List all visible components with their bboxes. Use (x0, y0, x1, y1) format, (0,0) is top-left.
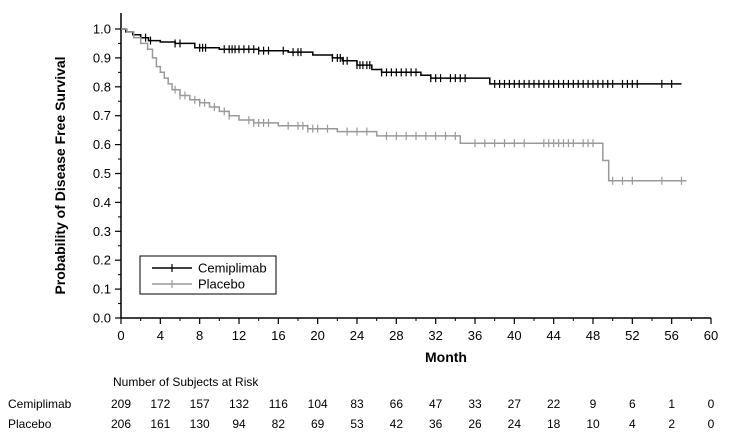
x-tick-label: 4 (157, 328, 164, 343)
y-tick-label: 0.2 (93, 253, 111, 268)
legend-box (139, 255, 277, 295)
y-tick-label: 0.9 (93, 50, 111, 65)
x-tick-label: 16 (271, 328, 285, 343)
x-tick-label: 12 (232, 328, 246, 343)
y-tick-label: 0.4 (93, 195, 111, 210)
risk-value: 69 (311, 417, 325, 431)
survival-curves (121, 28, 687, 185)
risk-value: 94 (232, 417, 246, 431)
y-tick-label: 0.0 (93, 311, 111, 326)
risk-value: 116 (269, 397, 288, 411)
x-tick-label: 36 (468, 328, 482, 343)
x-tick-label: 60 (704, 328, 718, 343)
legend-label-cemiplimab: Cemiplimab (198, 261, 267, 276)
risk-value: 206 (111, 417, 131, 431)
risk-value: 42 (390, 417, 404, 431)
x-tick-label: 44 (546, 328, 560, 343)
x-tick-label: 32 (428, 328, 442, 343)
risk-value: 27 (508, 397, 522, 411)
risk-value: 157 (190, 397, 210, 411)
risk-row-label-placebo: Placebo (8, 417, 52, 431)
risk-value: 9 (590, 397, 597, 411)
risk-row-label-cemiplimab: Cemiplimab (8, 397, 72, 411)
risk-value: 82 (272, 417, 286, 431)
y-tick-label: 0.1 (93, 282, 111, 297)
risk-value: 2 (668, 417, 675, 431)
risk-value: 172 (150, 397, 170, 411)
x-tick-label: 20 (310, 328, 324, 343)
risk-value: 104 (308, 397, 328, 411)
legend-label-placebo: Placebo (198, 277, 245, 292)
risk-value: 47 (429, 397, 443, 411)
x-tick-label: 48 (586, 328, 600, 343)
risk-value: 83 (350, 397, 364, 411)
risk-value: 22 (547, 397, 561, 411)
risk-value: 4 (629, 417, 636, 431)
axes: 0.00.10.20.30.40.50.60.70.80.91.00 4 8 12 16… (52, 13, 718, 365)
y-tick-label: 0.7 (93, 108, 111, 123)
y-axis-title: Probability of Disease Free Survival (52, 56, 68, 294)
risk-value: 53 (350, 417, 364, 431)
risk-value: 1 (668, 397, 675, 411)
risk-value: 24 (508, 417, 522, 431)
y-tick-label: 0.6 (93, 137, 111, 152)
y-tick-label: 0.3 (93, 224, 111, 239)
risk-value: 33 (468, 397, 482, 411)
x-tick-label: 52 (625, 328, 639, 343)
risk-value: 0 (708, 397, 715, 411)
x-tick-label: 0 (117, 328, 124, 343)
risk-value: 36 (429, 417, 443, 431)
x-tick-label: 40 (507, 328, 521, 343)
risk-value: 66 (390, 397, 404, 411)
risk-value: 10 (586, 417, 600, 431)
risk-value: 18 (547, 417, 561, 431)
x-tick-label: 28 (389, 328, 403, 343)
risk-table-title: Number of Subjects at Risk (113, 375, 259, 389)
risk-value: 26 (468, 417, 482, 431)
risk-value: 132 (229, 397, 249, 411)
risk-value: 0 (708, 417, 715, 431)
y-tick-label: 0.8 (93, 79, 111, 94)
risk-value: 6 (629, 397, 636, 411)
x-tick-label: 56 (664, 328, 678, 343)
risk-value: 130 (190, 417, 210, 431)
risk-value: 161 (150, 417, 170, 431)
x-tick-label: 8 (196, 328, 203, 343)
y-tick-label: 1.0 (93, 22, 111, 37)
y-tick-label: 0.5 (93, 166, 111, 181)
x-axis-title: Month (425, 349, 467, 365)
x-tick-label: 24 (350, 328, 364, 343)
risk-value: 209 (111, 397, 131, 411)
